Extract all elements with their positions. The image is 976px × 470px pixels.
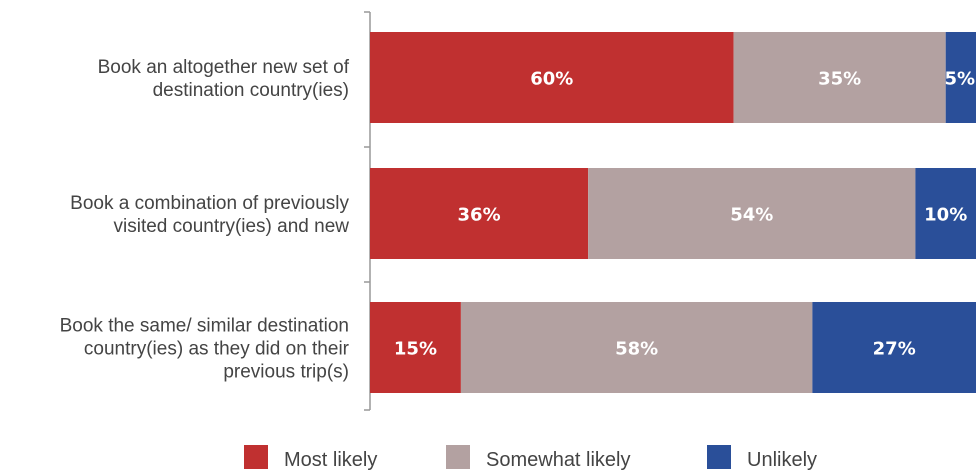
bar-segment-unlikely (812, 302, 976, 393)
category-label-line: previous trip(s) (223, 362, 349, 383)
bar-value-label: 35% (818, 69, 861, 90)
bar-value-label: 10% (924, 205, 967, 226)
bar-value-label: 54% (730, 205, 773, 226)
legend-swatch (707, 445, 731, 469)
bar-segment-most-likely (370, 302, 461, 393)
category-label: Book an altogether new set of destination… (98, 57, 350, 101)
legend-label: Most likely (284, 449, 377, 470)
bar-value-label: 27% (873, 339, 916, 360)
category-label-line: Book an altogether new set of (98, 57, 350, 78)
legend-swatch (244, 445, 268, 469)
bar-value-label: 58% (615, 339, 658, 360)
bar-segment-unlikely (945, 32, 976, 123)
category-labels: Book an altogether new set of destination… (60, 57, 350, 383)
bar-segment-most-likely (370, 168, 589, 259)
category-label-line: country(ies) as they did on their (84, 339, 350, 360)
bar-value-label: 5% (944, 69, 975, 90)
legend-label: Somewhat likely (486, 449, 631, 470)
bar-value-label: 15% (394, 339, 437, 360)
category-label: Book the same/ similar destination countr… (60, 316, 350, 383)
bar-segment-somewhat-likely (460, 302, 813, 393)
y-axis (364, 11, 371, 411)
legend-label: Unlikely (747, 449, 817, 470)
bar-value-label: 36% (458, 205, 501, 226)
category-label: Book a combination of previously visited … (70, 193, 349, 237)
bar-segment-unlikely (915, 168, 976, 259)
bar-segment-most-likely (370, 32, 734, 123)
legend: Most likely Somewhat likely Unlikely (244, 445, 817, 470)
category-label-line: Book a combination of previously (70, 193, 349, 214)
bars: 60% 35% 5% 36% 54% 10% 15% 58% 27% (370, 32, 976, 393)
category-label-line: destination country(ies) (153, 80, 349, 101)
category-label-line: Book the same/ similar destination (60, 316, 349, 337)
category-label-line: visited country(ies) and new (114, 216, 350, 237)
legend-swatch (446, 445, 470, 469)
bar-value-label: 60% (530, 69, 573, 90)
bar-segment-somewhat-likely (588, 168, 916, 259)
bar-segment-somewhat-likely (733, 32, 946, 123)
